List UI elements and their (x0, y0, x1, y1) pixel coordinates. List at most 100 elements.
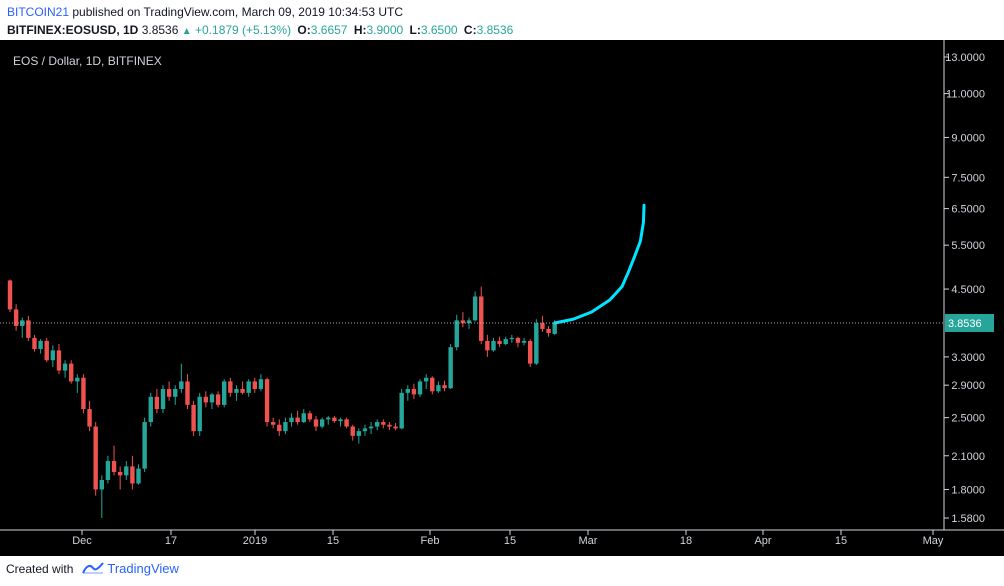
created-with-text: Created with (6, 562, 74, 576)
price-tick-label: 2.9000 (951, 380, 985, 392)
candle-body (332, 417, 337, 422)
candle-body (552, 322, 557, 334)
candle-body (62, 363, 68, 371)
time-tick-label: Apr (754, 535, 771, 547)
time-tick-label: Feb (421, 535, 440, 547)
up-arrow-icon: ▲ (181, 26, 192, 37)
candle-body (430, 377, 435, 392)
candle-body (387, 424, 392, 427)
candle-body (375, 422, 380, 427)
candle-body (69, 363, 74, 382)
time-tick-label: 15 (327, 535, 339, 547)
time-tick-label: 15 (504, 535, 516, 547)
candle-body (222, 381, 227, 405)
candle-body (124, 466, 129, 476)
candle-body (356, 431, 362, 436)
tradingview-logo-icon (82, 562, 104, 574)
candle-body (111, 461, 117, 472)
candle-body (215, 394, 221, 405)
price-tick-label: 13.0000 (945, 52, 985, 64)
author-link[interactable]: BITCOIN21 (7, 5, 70, 19)
price-tick-label: 1.5800 (951, 513, 985, 525)
candle-body (179, 381, 184, 389)
open-value: 3.6657 (310, 23, 348, 37)
candle-body (497, 340, 502, 345)
publish-line: BITCOIN21 published on TradingView.com, … (7, 5, 403, 19)
tradingview-brand: TradingView (107, 561, 179, 576)
candle-body (301, 413, 306, 423)
candle-body (228, 381, 233, 393)
candle-body (130, 466, 135, 484)
candle-body (142, 422, 147, 469)
time-tick-label: 18 (680, 535, 692, 547)
price-tick-label: 11.0000 (946, 89, 985, 101)
chart-background (0, 40, 1004, 556)
candle-body (509, 337, 515, 340)
chart-footer: Created with TradingView (0, 556, 1004, 586)
candle-body (240, 388, 245, 393)
time-tick-label: Mar (579, 535, 598, 547)
ohlc-line: BITFINEX:EOSUSD, 1D 3.8536 ▲ +0.1879 (+5… (7, 23, 513, 37)
candle-body (485, 340, 490, 351)
price-tick-label: 2.5000 (951, 413, 985, 425)
price-tick-label: 3.3000 (951, 352, 985, 364)
candle-body (203, 396, 209, 403)
candle-body (270, 422, 276, 425)
last-price: 3.8536 (141, 23, 179, 37)
time-tick-label: 2019 (243, 535, 267, 547)
price-axis[interactable]: 13.0000 11.0000 9.0000 7.5000 6.5000 5.5000 4.… (0, 40, 994, 530)
candle-body (99, 479, 104, 490)
candle-body (417, 381, 423, 395)
low-value: 3.6500 (420, 23, 458, 37)
price-tick-label: 6.5000 (951, 204, 985, 216)
candle-body (160, 388, 166, 410)
time-tick-label: Dec (72, 535, 92, 547)
candle-body (515, 337, 521, 343)
candle-body (472, 296, 478, 321)
candle-body (191, 404, 196, 432)
candle-body (436, 385, 441, 392)
tradingview-link[interactable]: TradingView (82, 560, 179, 576)
price-chart[interactable]: EOS / Dollar, 1D, BITFINEX 13.0000 11.000… (0, 40, 1004, 556)
candle-body (460, 320, 466, 324)
candle-body (38, 340, 43, 350)
last-price-tag (945, 313, 994, 332)
time-tick-label: 15 (835, 535, 847, 547)
candle-body (344, 419, 349, 427)
candle-body (234, 388, 239, 393)
candle-body (528, 340, 533, 364)
candle-body (56, 350, 62, 371)
candle-body (448, 347, 453, 389)
publish-info: published on TradingView.com, March 09, … (72, 5, 404, 19)
candle-body (466, 320, 472, 324)
time-tick-label: May (923, 535, 944, 547)
candle-body (258, 379, 264, 389)
candle-body (93, 426, 98, 490)
time-tick-label: 17 (165, 535, 177, 547)
candle-body (87, 409, 92, 427)
candle-body (338, 419, 343, 422)
candle-body (393, 426, 398, 429)
candle-body (399, 392, 404, 429)
open-label: O: (297, 23, 311, 37)
price-tick-label: 1.8000 (951, 484, 985, 496)
candle-body (283, 422, 288, 432)
projection-layer (553, 203, 646, 325)
time-axis[interactable]: Dec 17 2019 15 Feb 15 Mar 18 Apr 15 May (0, 529, 1004, 547)
price-tick-label: 5.5000 (951, 240, 985, 252)
symbol-label: BITFINEX:EOSUSD, 1D (7, 23, 139, 37)
candle-body (44, 340, 49, 361)
candle-body (368, 426, 374, 429)
price-tick-label: 2.1000 (951, 451, 985, 463)
candle-body (117, 471, 123, 476)
candle-body (319, 419, 325, 427)
candle-body (289, 417, 294, 423)
high-label: H: (353, 23, 367, 37)
candle-body (540, 323, 545, 329)
close-value: 3.8536 (476, 23, 514, 37)
candle-body (13, 309, 19, 327)
candle-body (166, 388, 172, 397)
candle-body (20, 320, 25, 327)
projection-curve (553, 203, 646, 325)
candle-body (7, 280, 13, 310)
